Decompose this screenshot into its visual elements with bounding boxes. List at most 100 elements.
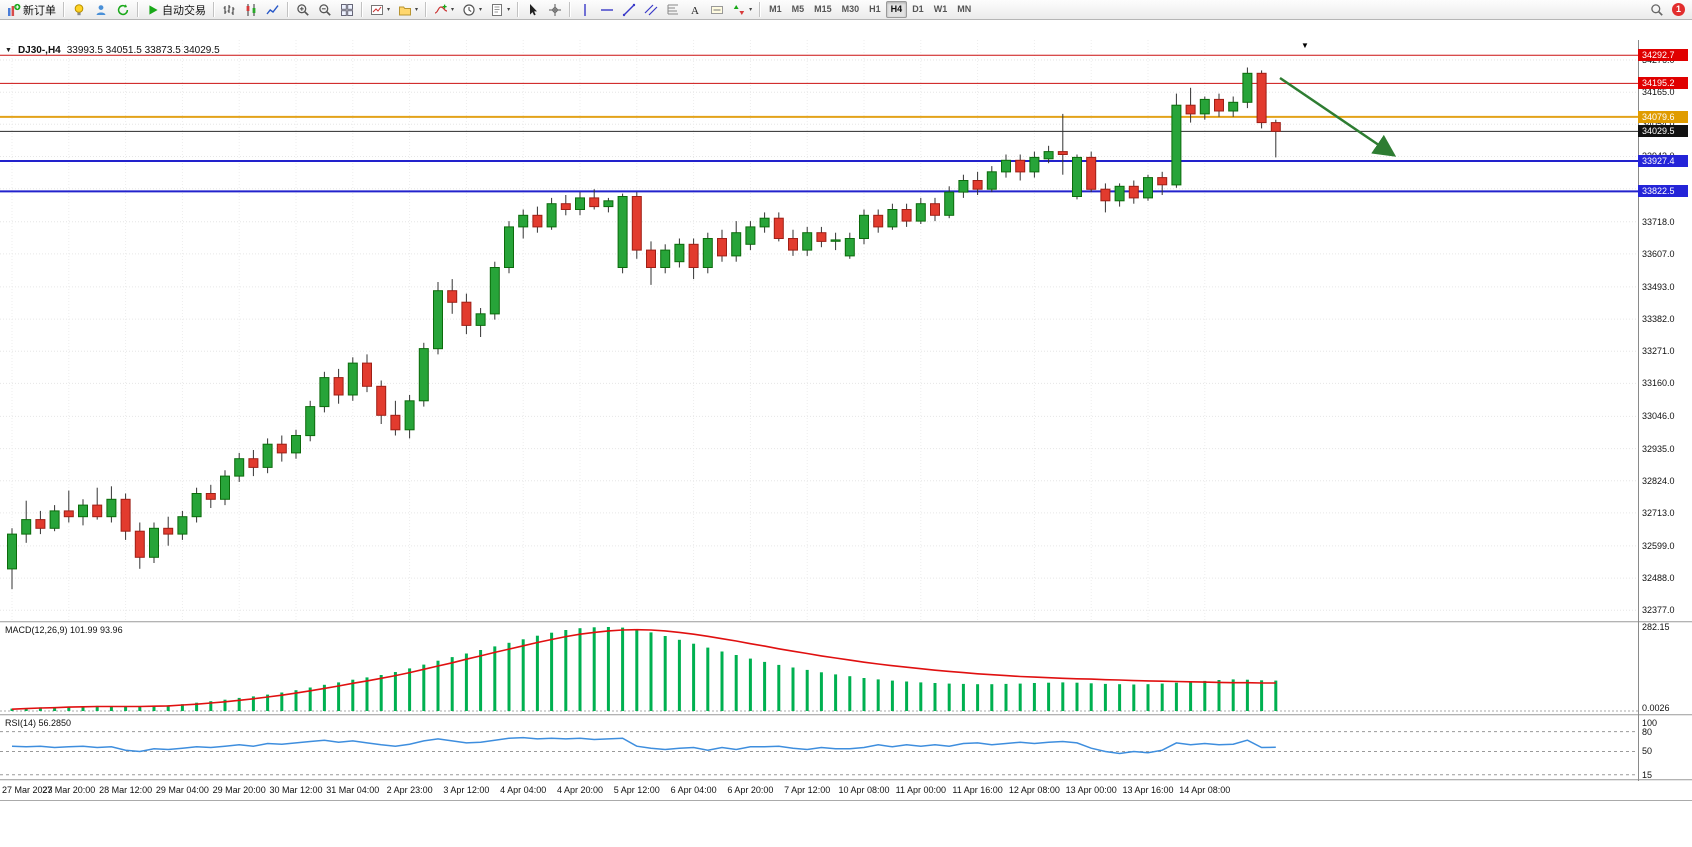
zoom-out-button[interactable]	[314, 0, 336, 19]
horizontal-line-objects[interactable]	[0, 54, 1638, 193]
timeframe-m30-button[interactable]: M30	[841, 4, 860, 14]
time-axis-label: 2 Apr 23:00	[386, 785, 433, 795]
new-order-icon	[7, 3, 21, 17]
toolbar-separator	[517, 2, 520, 17]
horizontal-line-button[interactable]	[596, 0, 618, 19]
pane-separator[interactable]	[0, 714, 1692, 716]
templates-button[interactable]: ▾	[486, 0, 514, 19]
indicators-button[interactable]: ▾	[430, 0, 458, 19]
zoom-in-button[interactable]	[292, 0, 314, 19]
clock-icon	[462, 3, 476, 17]
new-order-button-label: 新订单	[23, 4, 56, 17]
arrows-button[interactable]: ▾	[728, 0, 756, 19]
cursor-button[interactable]	[522, 0, 544, 19]
main-price-pane[interactable]	[0, 40, 1638, 621]
bar-chart-icon	[222, 3, 236, 17]
search-button[interactable]	[1646, 0, 1668, 19]
price-axis-border	[1638, 40, 1639, 781]
time-axis-label: 5 Apr 12:00	[613, 785, 660, 795]
price-axis[interactable]: 34276.034165.034054.033943.033832.033718…	[1638, 40, 1692, 781]
vertical-line-button[interactable]	[574, 0, 596, 19]
channel-icon	[644, 3, 658, 17]
channel-button[interactable]	[640, 0, 662, 19]
pane-separator[interactable]	[0, 621, 1692, 623]
chart-ohlc-values: 33993.5 34051.5 33873.5 34029.5	[66, 45, 220, 56]
timeframe-m1-button[interactable]: M1	[769, 4, 782, 14]
price-line-badge: 33822.5	[1638, 185, 1688, 198]
price-axis-label: 32713.0	[1642, 507, 1675, 518]
timeframe-mn-button[interactable]: MN	[957, 4, 972, 14]
chart-shift-marker[interactable]: ▼	[1301, 41, 1309, 50]
price-axis-label: 33718.0	[1642, 216, 1675, 227]
label-icon	[710, 3, 724, 17]
price-axis-label: 33160.0	[1642, 378, 1675, 389]
fibonacci-button[interactable]	[662, 0, 684, 19]
tile-windows-button[interactable]	[336, 0, 358, 19]
label-button[interactable]	[706, 0, 728, 19]
publish-button[interactable]	[68, 0, 90, 19]
time-axis-label: 29 Mar 04:00	[155, 785, 209, 795]
refresh-button[interactable]	[112, 0, 134, 19]
time-axis-label: 13 Apr 00:00	[1065, 785, 1117, 795]
horizontal-line-icon	[600, 3, 614, 17]
time-axis-label: 6 Apr 04:00	[670, 785, 717, 795]
time-axis[interactable]: 27 Mar 2023 27 Mar 20:00 28 Mar 12:00 29 Ma…	[0, 781, 1638, 800]
time-axis-label: 10 Apr 08:00	[838, 785, 890, 795]
arrows-icon	[732, 3, 746, 17]
community-button[interactable]	[90, 0, 112, 19]
chevron-down-icon: ▾	[749, 7, 753, 13]
crosshair-button[interactable]	[544, 0, 566, 19]
one-click-trading-expand-icon[interactable]: ▼	[5, 47, 12, 54]
new-order-button[interactable]: 新订单	[3, 0, 60, 19]
price-axis-label: 33382.0	[1642, 314, 1675, 325]
timeframe-m5-button[interactable]: M5	[791, 4, 805, 14]
line-chart-icon	[266, 3, 280, 17]
macd-axis-max: 282.15	[1642, 622, 1670, 632]
timeframe-d1-button[interactable]: D1	[912, 4, 924, 14]
community-icon	[94, 3, 108, 17]
timeframe-m15-button[interactable]: M15	[814, 4, 832, 14]
toolbar-separator	[425, 2, 428, 17]
pane-separator[interactable]	[0, 779, 1692, 781]
rsi-pane[interactable]	[0, 716, 1638, 779]
new-chart-button[interactable]: ▾	[366, 0, 394, 19]
macd-label: MACD(12,26,9) 101.99 93.96	[5, 625, 123, 635]
time-axis-label: 28 Mar 12:00	[99, 785, 153, 795]
price-line-badge: 34195.2	[1638, 77, 1688, 90]
chevron-down-icon: ▾	[451, 7, 455, 13]
candlestick-chart-button[interactable]	[240, 0, 262, 19]
time-axis-label: 6 Apr 20:00	[727, 785, 774, 795]
time-axis-label: 31 Mar 04:00	[326, 785, 380, 795]
fibonacci-icon	[666, 3, 680, 17]
chevron-down-icon: ▾	[479, 7, 483, 13]
timeframe-w1-button[interactable]: W1	[933, 4, 948, 14]
trendline-button[interactable]	[618, 0, 640, 19]
time-axis-label: 7 Apr 12:00	[784, 785, 831, 795]
chevron-down-icon: ▾	[415, 7, 419, 13]
time-axis-label: 11 Apr 00:00	[895, 785, 946, 795]
text-button[interactable]: A	[684, 0, 706, 19]
time-axis-label: 4 Apr 20:00	[556, 785, 604, 795]
timeframe-h4-button[interactable]: H4	[885, 1, 908, 18]
toolbar-separator	[213, 2, 215, 17]
autotrading-button[interactable]: 自动交易	[142, 0, 210, 19]
line-chart-button[interactable]	[262, 0, 284, 19]
notification-badge[interactable]: 1	[1672, 3, 1685, 16]
trendline-icon	[622, 3, 636, 17]
price-axis-label: 32488.0	[1642, 573, 1675, 584]
profiles-button[interactable]: ▾	[394, 0, 422, 19]
chart-window[interactable]: ▼ DJ30-,H4 33993.5 34051.5 33873.5 34029…	[0, 20, 1692, 801]
price-axis-label: 34165.0	[1642, 87, 1675, 98]
time-axis-label: 12 Apr 08:00	[1008, 785, 1060, 795]
periods-button[interactable]: ▾	[458, 0, 486, 19]
chart-symbol-period: DJ30-,H4	[17, 45, 61, 56]
price-line-badge: 33927.4	[1638, 155, 1688, 167]
timeframe-h1-button[interactable]: H1	[869, 4, 881, 14]
rsi-label: RSI(14) 56.2850	[5, 718, 72, 728]
macd-pane[interactable]	[0, 623, 1638, 714]
trend-arrow-annotation[interactable]	[1279, 76, 1397, 157]
price-axis-label: 33046.0	[1642, 411, 1675, 422]
price-line-badge: 34292.7	[1638, 49, 1688, 62]
bar-chart-button[interactable]	[218, 0, 240, 19]
candlesticks	[7, 67, 1281, 590]
